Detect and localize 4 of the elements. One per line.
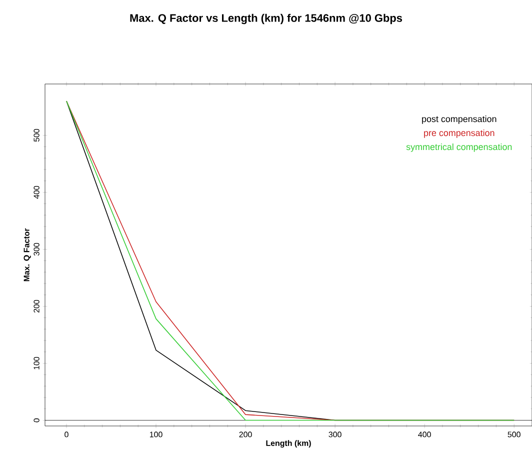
text: symmetrical compensation xyxy=(406,143,512,152)
chart-title: Max. Q Factor vs Length (km) for 1546nm @10 Gbps xyxy=(130,14,402,24)
text: pre compensation xyxy=(424,130,494,138)
text: post compensation xyxy=(422,116,496,124)
